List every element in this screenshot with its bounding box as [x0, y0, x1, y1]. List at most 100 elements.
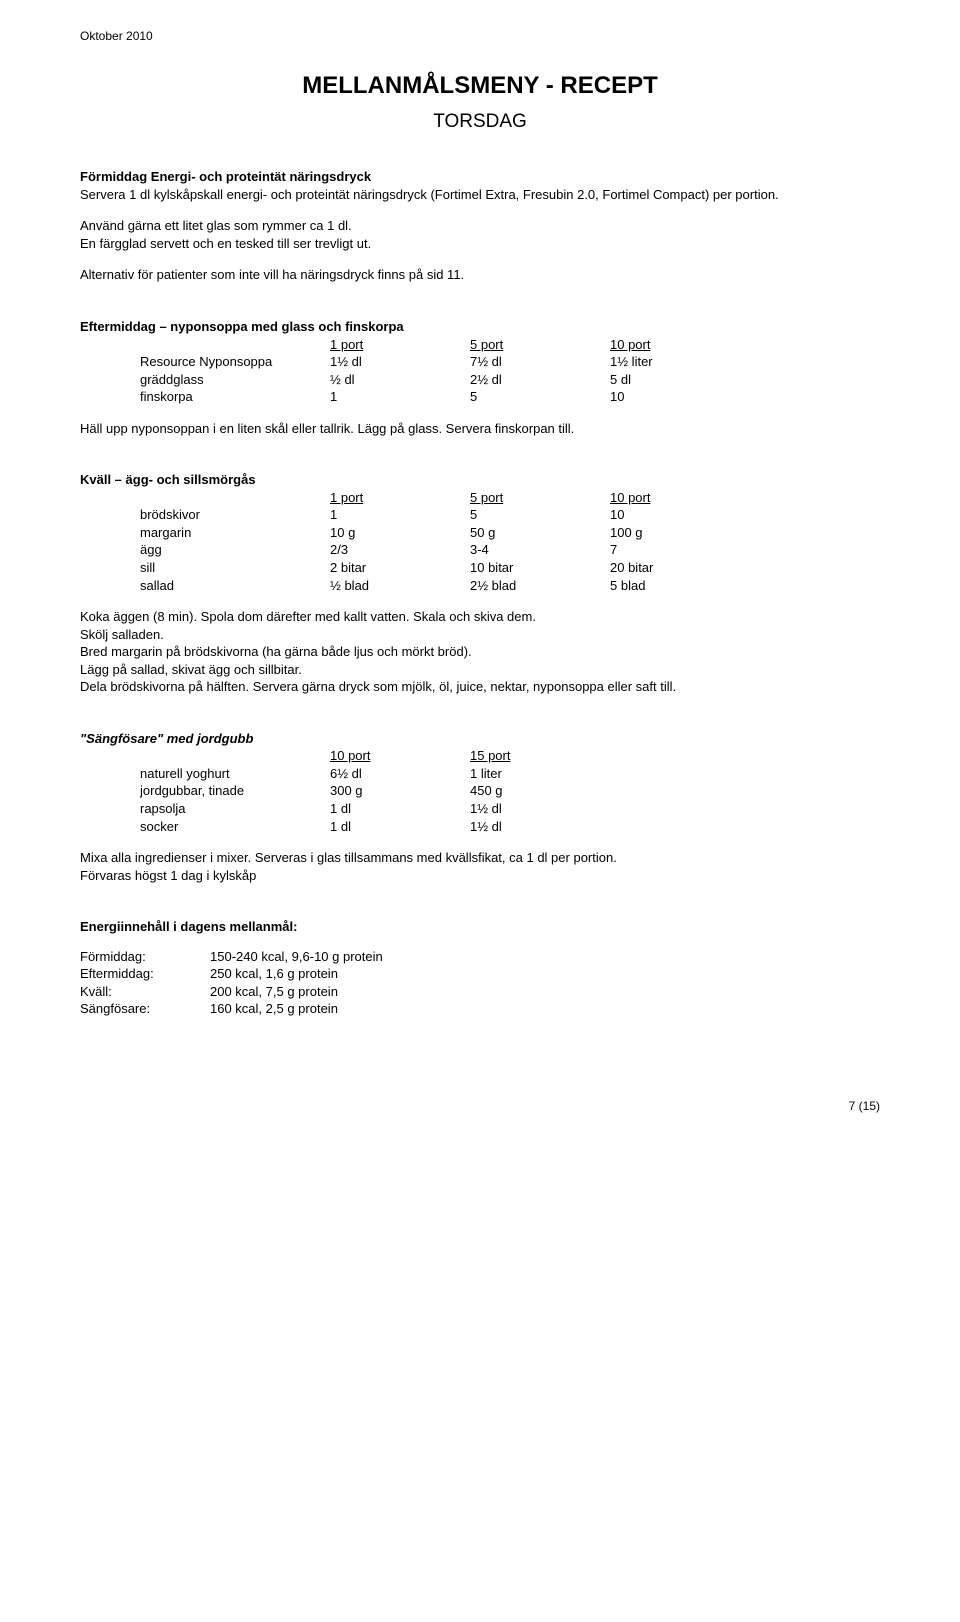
cell: 5 [470, 388, 610, 406]
section-formiddag: Förmiddag Energi- och proteintät närings… [80, 168, 880, 284]
table-row: finskorpa 1 5 10 [140, 388, 750, 406]
cell: 2 bitar [330, 559, 470, 577]
formiddag-p2b: En färgglad servett och en tesked till s… [80, 236, 371, 251]
energy-row: Kväll: 200 kcal, 7,5 g protein [80, 983, 393, 1001]
cell: 1 dl [330, 818, 470, 836]
ingredient-name: rapsolja [140, 800, 330, 818]
cell: 6½ dl [330, 765, 470, 783]
table-header-row: 1 port 5 port 10 port [140, 336, 750, 354]
cell: 1 liter [470, 765, 610, 783]
ingredient-name: gräddglass [140, 371, 330, 389]
cell: 20 bitar [610, 559, 750, 577]
ingredient-name: brödskivor [140, 506, 330, 524]
cell: 1 dl [330, 800, 470, 818]
cell: 10 [610, 506, 750, 524]
energy-value: 200 kcal, 7,5 g protein [210, 983, 393, 1001]
cell: 7½ dl [470, 353, 610, 371]
table-row: gräddglass ½ dl 2½ dl 5 dl [140, 371, 750, 389]
cell: 10 bitar [470, 559, 610, 577]
section-sangfosare: "Sängfösare" med jordgubb 10 port 15 por… [80, 730, 880, 884]
cell: 300 g [330, 782, 470, 800]
col-header: 10 port [330, 747, 470, 765]
kvall-table: 1 port 5 port 10 port brödskivor 1 5 10 … [140, 489, 750, 594]
energy-heading: Energiinnehåll i dagens mellanmål: [80, 918, 880, 936]
cell: 100 g [610, 524, 750, 542]
cell: 2½ dl [470, 371, 610, 389]
formiddag-heading: Förmiddag Energi- och proteintät närings… [80, 168, 880, 186]
formiddag-p2: Använd gärna ett litet glas som rymmer c… [80, 217, 880, 252]
energy-row: Förmiddag: 150-240 kcal, 9,6-10 g protei… [80, 948, 393, 966]
table-row: ägg 2/3 3-4 7 [140, 541, 750, 559]
cell: ½ dl [330, 371, 470, 389]
section-energy: Energiinnehåll i dagens mellanmål: Förmi… [80, 918, 880, 1018]
top-date: Oktober 2010 [80, 28, 880, 44]
table-header-row: 1 port 5 port 10 port [140, 489, 750, 507]
cell: 5 [470, 506, 610, 524]
formiddag-p3: Alternativ för patienter som inte vill h… [80, 266, 880, 284]
col-header: 5 port [470, 489, 610, 507]
energy-table: Förmiddag: 150-240 kcal, 9,6-10 g protei… [80, 948, 393, 1018]
cell: 50 g [470, 524, 610, 542]
cell: 1½ dl [330, 353, 470, 371]
table-row: brödskivor 1 5 10 [140, 506, 750, 524]
kvall-heading: Kväll – ägg- och sillsmörgås [80, 471, 880, 489]
cell: 1 [330, 506, 470, 524]
kvall-instr-line: Bred margarin på brödskivorna (ha gärna … [80, 643, 880, 661]
formiddag-p2a: Använd gärna ett litet glas som rymmer c… [80, 218, 352, 233]
section-eftermiddag: Eftermiddag – nyponsoppa med glass och f… [80, 318, 880, 437]
kvall-instr-line: Lägg på sallad, skivat ägg och sillbitar… [80, 661, 880, 679]
col-header: 1 port [330, 489, 470, 507]
kvall-instr-line: Skölj salladen. [80, 626, 880, 644]
ingredient-name: ägg [140, 541, 330, 559]
eftermiddag-heading: Eftermiddag – nyponsoppa med glass och f… [80, 318, 880, 336]
col-header: 5 port [470, 336, 610, 354]
cell: 450 g [470, 782, 610, 800]
table-row: sill 2 bitar 10 bitar 20 bitar [140, 559, 750, 577]
col-header: 1 port [330, 336, 470, 354]
energy-value: 160 kcal, 2,5 g protein [210, 1000, 393, 1018]
subtitle: TORSDAG [80, 109, 880, 135]
cell: 1½ dl [470, 818, 610, 836]
main-title: MELLANMÅLSMENY - RECEPT [80, 70, 880, 102]
energy-label: Kväll: [80, 983, 210, 1001]
energy-value: 250 kcal, 1,6 g protein [210, 965, 393, 983]
ingredient-name: Resource Nyponsoppa [140, 353, 330, 371]
energy-row: Sängfösare: 160 kcal, 2,5 g protein [80, 1000, 393, 1018]
sangfosare-instr-line: Förvaras högst 1 dag i kylskåp [80, 867, 880, 885]
cell: 1½ liter [610, 353, 750, 371]
sangfosare-instr-line: Mixa alla ingredienser i mixer. Serveras… [80, 849, 880, 867]
kvall-instructions: Koka äggen (8 min). Spola dom därefter m… [80, 608, 880, 696]
cell: 1½ dl [470, 800, 610, 818]
table-row: Resource Nyponsoppa 1½ dl 7½ dl 1½ liter [140, 353, 750, 371]
table-header-row: 10 port 15 port [140, 747, 610, 765]
energy-row: Eftermiddag: 250 kcal, 1,6 g protein [80, 965, 393, 983]
cell: ½ blad [330, 577, 470, 595]
cell: 7 [610, 541, 750, 559]
cell: 10 g [330, 524, 470, 542]
cell: 5 blad [610, 577, 750, 595]
energy-label: Sängfösare: [80, 1000, 210, 1018]
table-row: rapsolja 1 dl 1½ dl [140, 800, 610, 818]
col-header: 10 port [610, 336, 750, 354]
ingredient-name: margarin [140, 524, 330, 542]
table-row: naturell yoghurt 6½ dl 1 liter [140, 765, 610, 783]
ingredient-name: finskorpa [140, 388, 330, 406]
col-header: 10 port [610, 489, 750, 507]
ingredient-name: jordgubbar, tinade [140, 782, 330, 800]
energy-value: 150-240 kcal, 9,6-10 g protein [210, 948, 393, 966]
ingredient-name: naturell yoghurt [140, 765, 330, 783]
eftermiddag-instr: Häll upp nyponsoppan i en liten skål ell… [80, 420, 880, 438]
cell: 5 dl [610, 371, 750, 389]
cell: 3-4 [470, 541, 610, 559]
cell: 1 [330, 388, 470, 406]
ingredient-name: sill [140, 559, 330, 577]
col-header: 15 port [470, 747, 610, 765]
cell: 10 [610, 388, 750, 406]
ingredient-name: socker [140, 818, 330, 836]
table-row: socker 1 dl 1½ dl [140, 818, 610, 836]
cell: 2½ blad [470, 577, 610, 595]
table-row: margarin 10 g 50 g 100 g [140, 524, 750, 542]
table-row: jordgubbar, tinade 300 g 450 g [140, 782, 610, 800]
kvall-instr-line: Koka äggen (8 min). Spola dom därefter m… [80, 608, 880, 626]
sangfosare-heading: "Sängfösare" med jordgubb [80, 730, 880, 748]
